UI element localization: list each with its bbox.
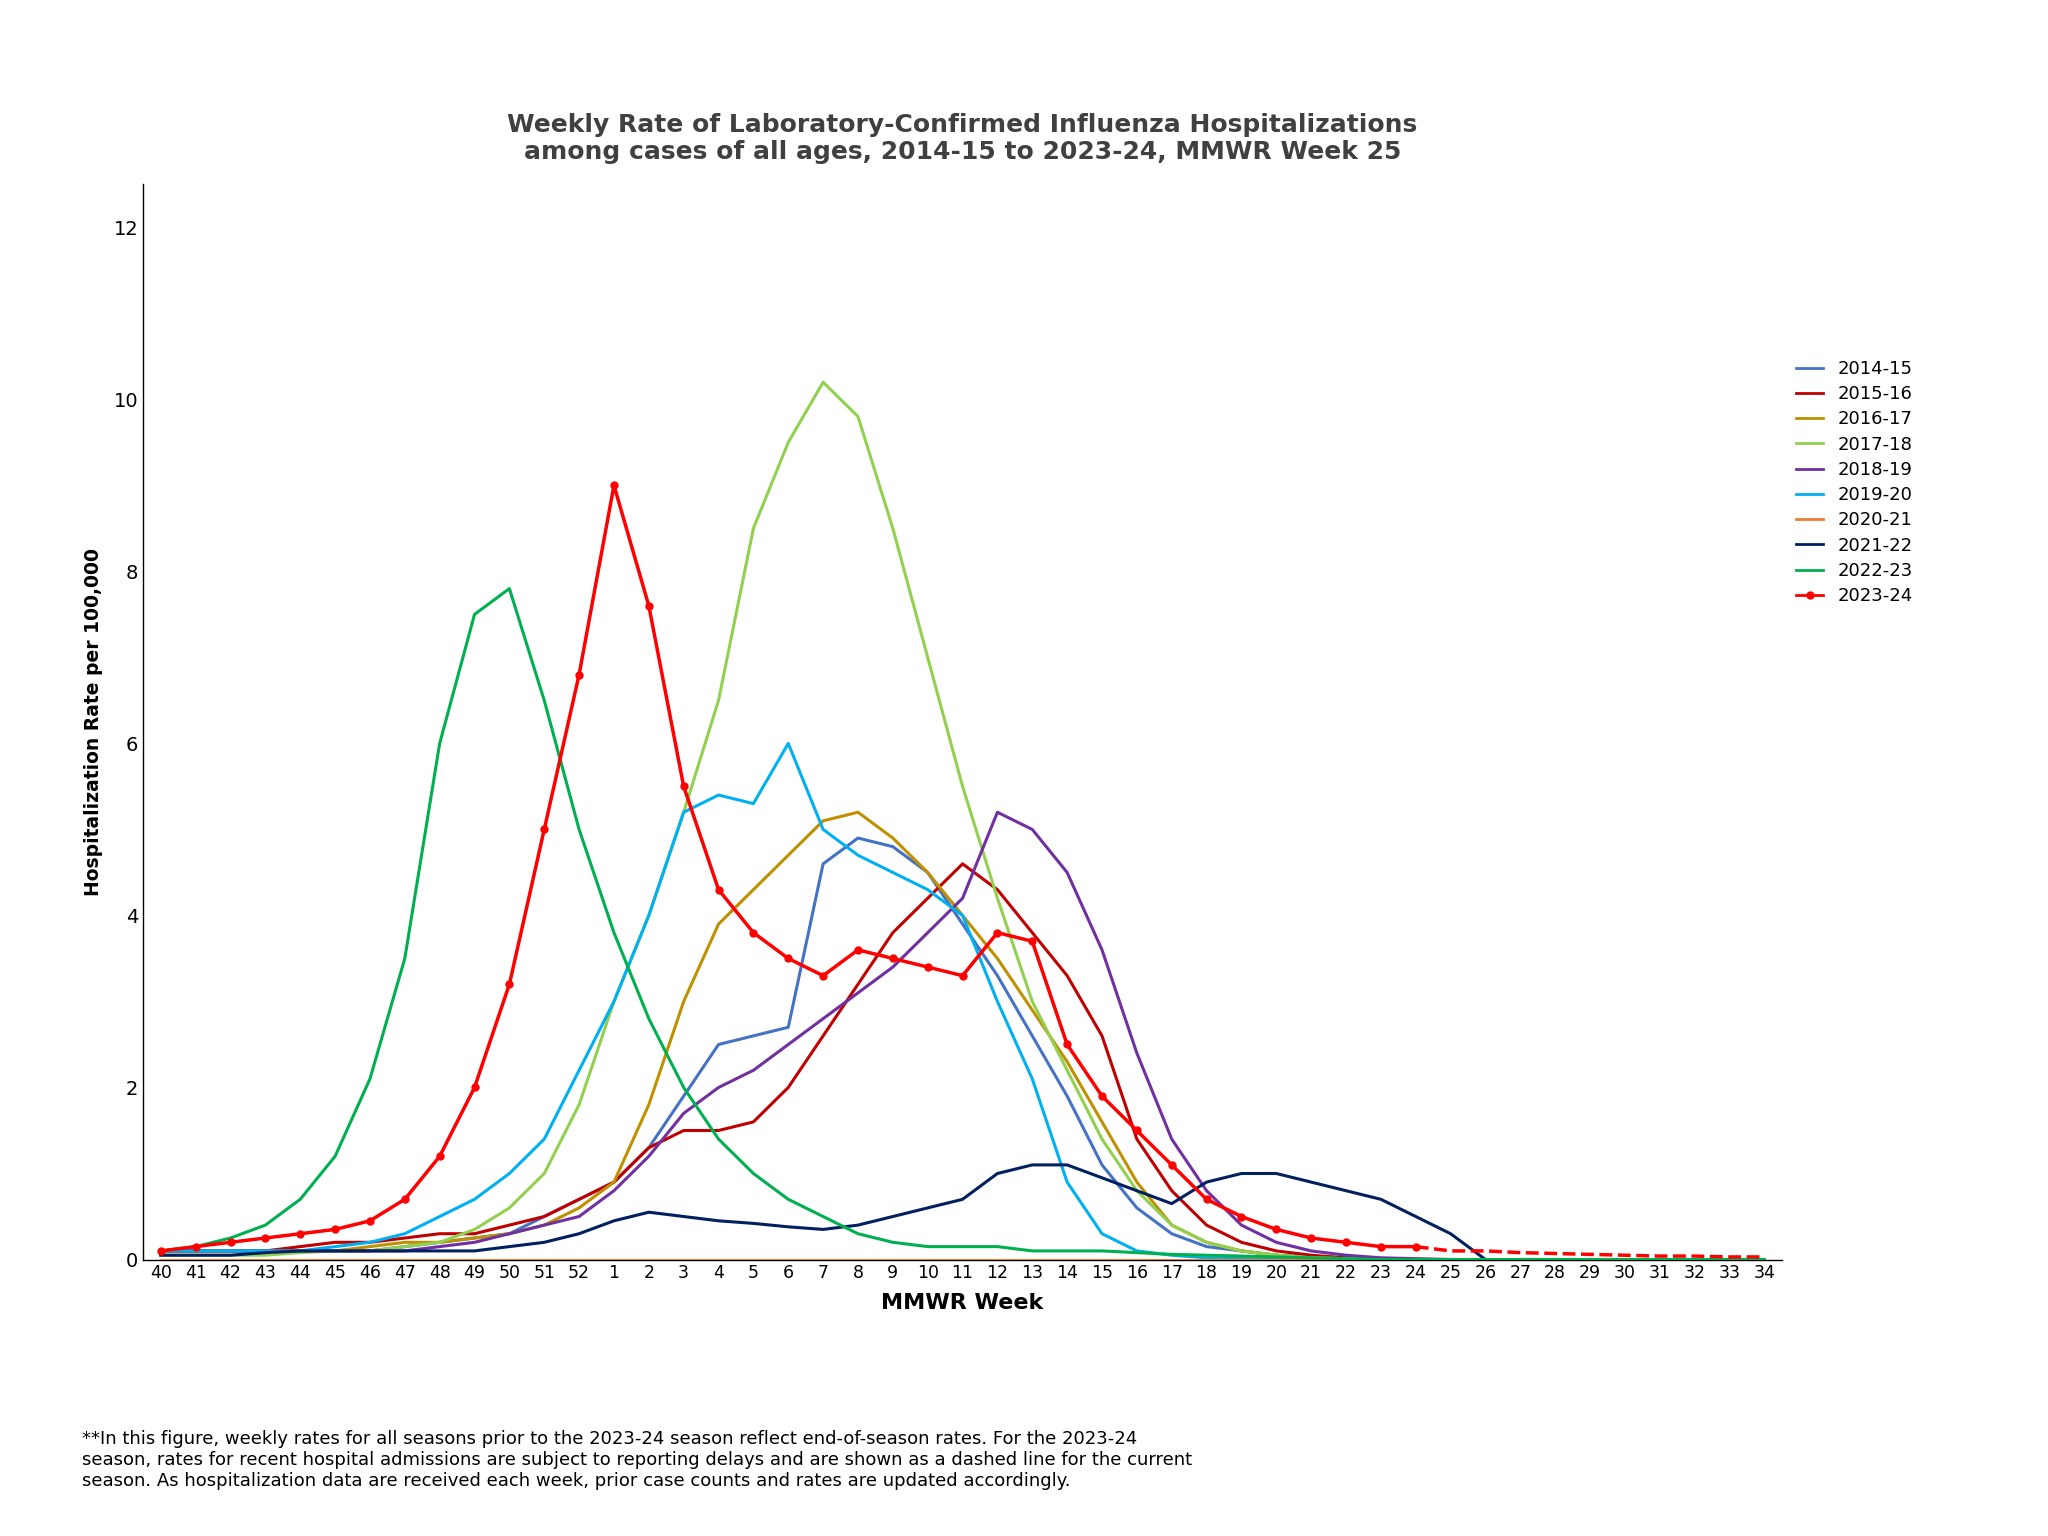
Title: Weekly Rate of Laboratory-Confirmed Influenza Hospitalizations
among cases of al: Weekly Rate of Laboratory-Confirmed Infl… xyxy=(508,112,1417,164)
Legend: 2014-15, 2015-16, 2016-17, 2017-18, 2018-19, 2019-20, 2020-21, 2021-22, 2022-23,: 2014-15, 2015-16, 2016-17, 2017-18, 2018… xyxy=(1790,355,1919,610)
Y-axis label: Hospitalization Rate per 100,000: Hospitalization Rate per 100,000 xyxy=(84,548,102,895)
Text: **In this figure, weekly rates for all seasons prior to the 2023-24 season refle: **In this figure, weekly rates for all s… xyxy=(82,1430,1192,1490)
X-axis label: MMWR Week: MMWR Week xyxy=(881,1293,1044,1313)
